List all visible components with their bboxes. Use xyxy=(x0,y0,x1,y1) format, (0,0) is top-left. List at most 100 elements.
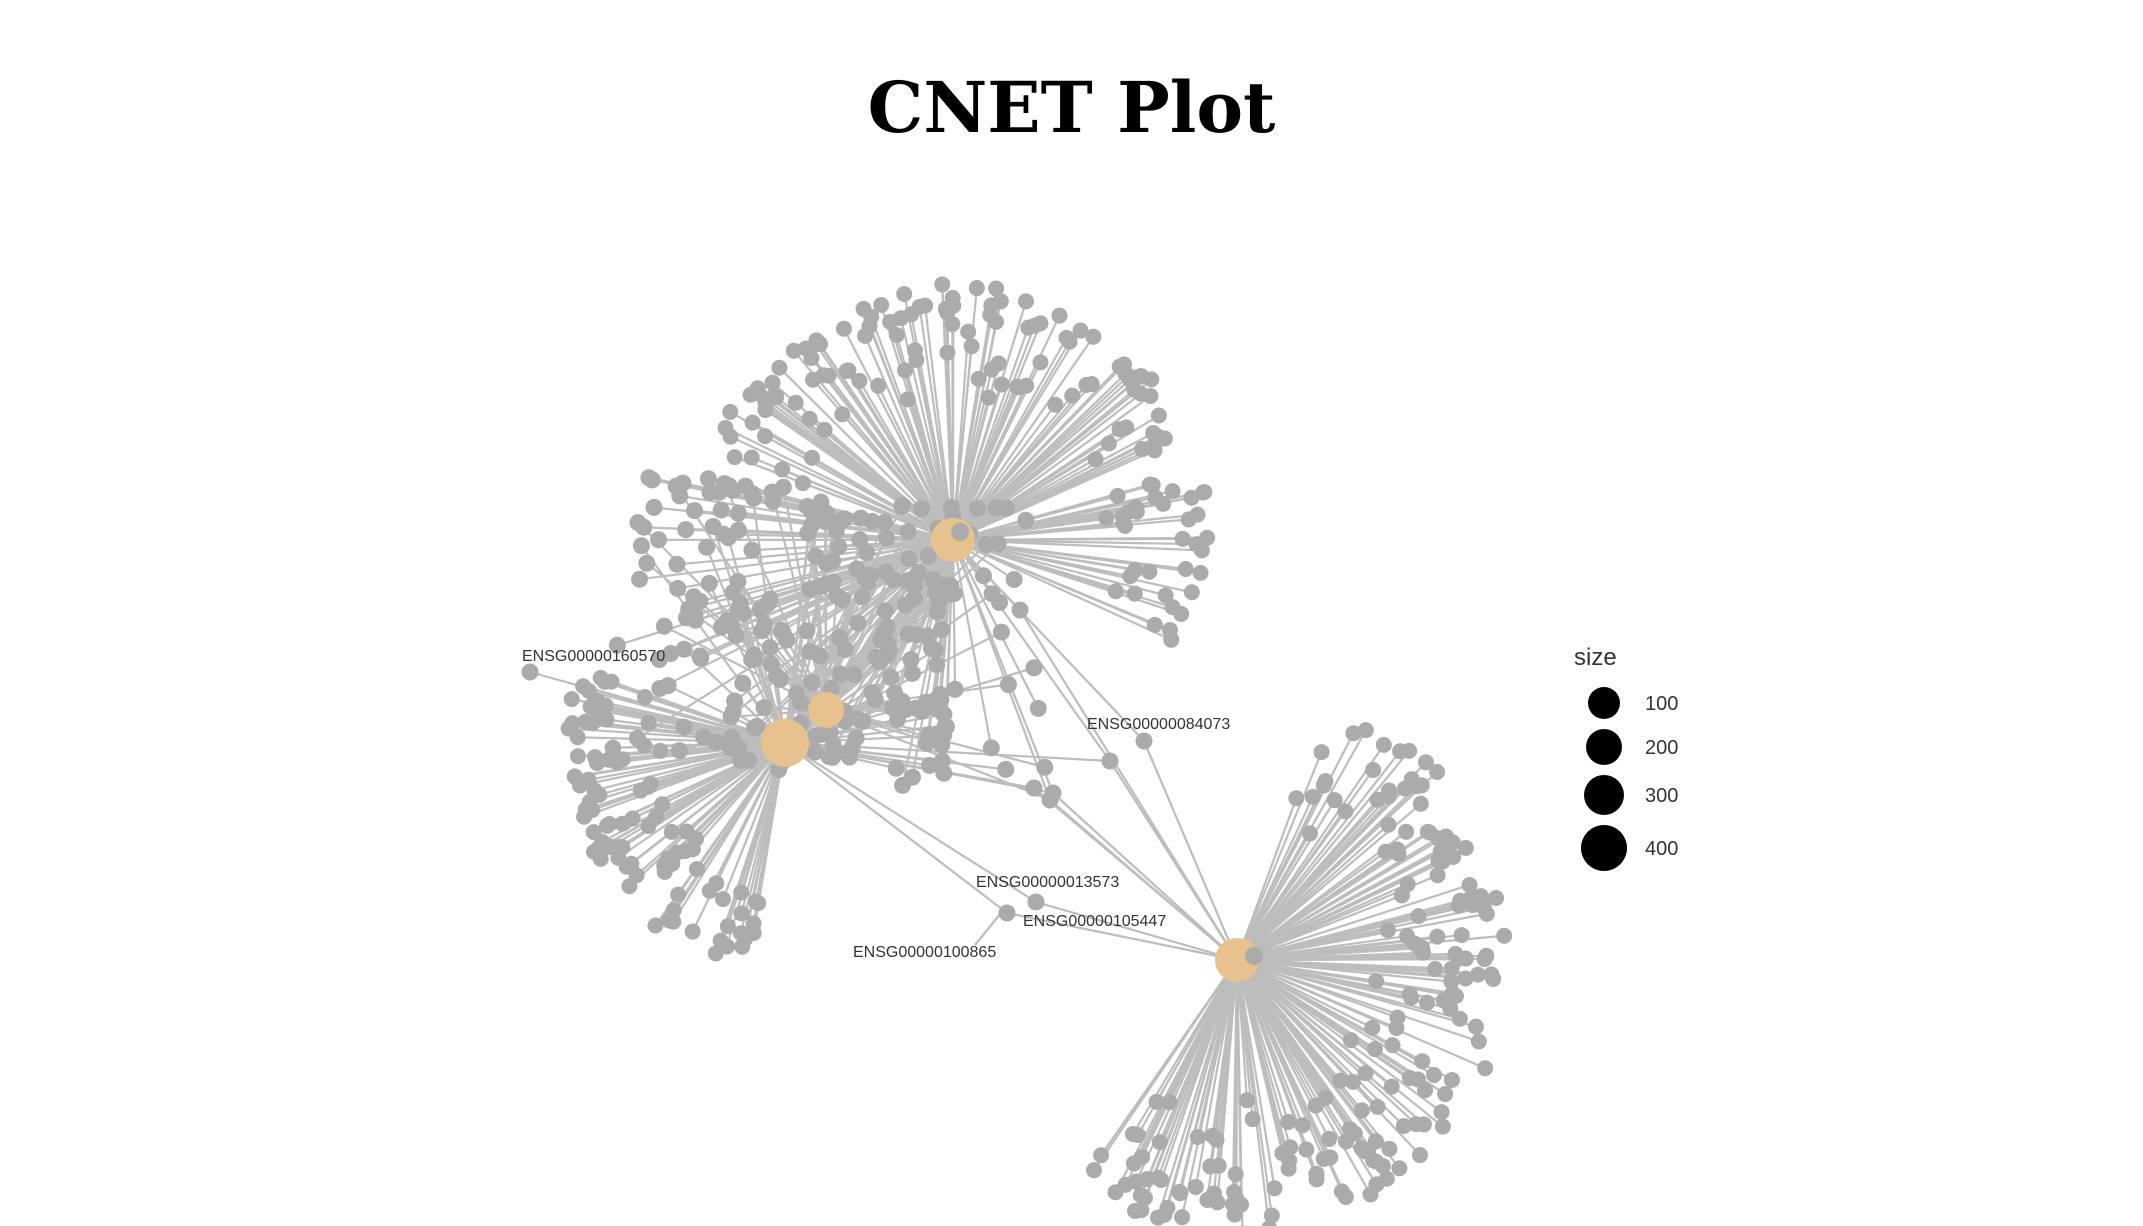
gene-nodes xyxy=(521,276,1513,1226)
gene-node xyxy=(1447,945,1464,962)
edge xyxy=(1236,959,1443,1114)
gene-node xyxy=(764,492,782,510)
gene-node xyxy=(707,945,724,962)
gene-node xyxy=(729,521,747,539)
gene-node xyxy=(586,843,603,860)
gene-node xyxy=(749,380,766,397)
edge xyxy=(841,413,954,541)
gene-node xyxy=(1461,876,1478,893)
gene-node xyxy=(1317,773,1334,790)
edge xyxy=(1006,911,1238,962)
gene-node xyxy=(1282,1139,1299,1156)
gene-node xyxy=(788,685,806,703)
edge xyxy=(1236,959,1421,1156)
gene-node xyxy=(1477,1060,1494,1077)
gene-node xyxy=(670,886,687,903)
gene-node xyxy=(1444,834,1461,851)
edge xyxy=(529,670,786,745)
gene-node xyxy=(982,739,1000,757)
gene-node xyxy=(1064,387,1081,404)
connector-gene-node xyxy=(1135,732,1153,750)
gene-node xyxy=(1437,1086,1454,1103)
gene-node xyxy=(761,639,779,657)
gene-node xyxy=(1313,744,1330,761)
gene-node xyxy=(656,863,673,880)
edge xyxy=(1100,959,1238,1156)
edge xyxy=(1033,787,1238,961)
gene-node xyxy=(614,815,631,832)
connector-gene-node xyxy=(521,663,539,681)
gene-node xyxy=(1017,511,1035,529)
gene-node xyxy=(1239,1092,1256,1109)
gene-node xyxy=(1429,830,1446,847)
edge xyxy=(1236,958,1412,999)
gene-node xyxy=(1374,1158,1391,1175)
edge xyxy=(1236,958,1480,1043)
gene-node xyxy=(662,644,680,662)
edge xyxy=(1236,959,1367,1074)
gene-node xyxy=(1344,1073,1361,1090)
gene-node xyxy=(1017,293,1034,310)
gene-node xyxy=(903,768,921,786)
edge xyxy=(1236,856,1454,961)
gene-node xyxy=(700,574,718,592)
gene-node xyxy=(563,691,580,708)
gene-node xyxy=(753,622,771,640)
gene-node xyxy=(640,714,657,731)
gene-node xyxy=(1470,1033,1487,1050)
gene-node xyxy=(1036,758,1054,776)
gene-node xyxy=(1443,1071,1460,1088)
edge xyxy=(1236,894,1403,962)
gene-node xyxy=(1452,892,1469,909)
edge xyxy=(1236,787,1406,961)
gene-node xyxy=(1171,1183,1188,1200)
gene-node xyxy=(806,743,824,761)
category-node xyxy=(1215,938,1259,982)
edge xyxy=(588,741,786,781)
gene-node xyxy=(838,362,855,379)
gene-node xyxy=(1127,562,1144,579)
gene-node xyxy=(835,320,852,337)
gene-node xyxy=(1128,503,1145,520)
gene-node xyxy=(1121,371,1138,388)
gene-node xyxy=(1380,788,1397,805)
gene-node xyxy=(811,647,829,665)
edge xyxy=(1236,958,1377,983)
gene-node xyxy=(902,651,920,669)
gene-node xyxy=(698,538,716,556)
edge xyxy=(1236,848,1399,961)
gene-node xyxy=(757,400,774,417)
gene-node xyxy=(1111,358,1128,375)
edge xyxy=(1236,906,1485,962)
gene-node xyxy=(867,648,885,666)
gene-node xyxy=(1393,887,1410,904)
gene-node xyxy=(977,536,995,554)
gene-node xyxy=(1427,961,1444,978)
edge xyxy=(577,736,786,745)
gene-node xyxy=(587,749,604,766)
gene-node xyxy=(1304,788,1321,805)
gene-node xyxy=(647,917,664,934)
gene-node xyxy=(1332,1072,1349,1089)
gene-node xyxy=(598,817,615,834)
gene-node xyxy=(1326,792,1343,809)
edge xyxy=(568,727,786,745)
gene-node xyxy=(663,823,680,840)
gene-node xyxy=(1047,396,1064,413)
gene-node xyxy=(1157,587,1174,604)
gene-node xyxy=(1357,722,1374,739)
gene-node xyxy=(933,736,951,754)
gene-node xyxy=(652,742,669,759)
gene-node xyxy=(1005,571,1023,589)
gene-node xyxy=(836,510,854,528)
gene-node xyxy=(1192,564,1209,581)
gene-node xyxy=(861,318,878,335)
gene-node xyxy=(1357,1065,1374,1082)
gene-node xyxy=(1245,947,1263,965)
gene-node xyxy=(758,595,776,613)
gene-node xyxy=(1395,1118,1412,1135)
gene-node xyxy=(963,338,980,355)
gene-node xyxy=(887,759,905,777)
edge xyxy=(1236,795,1390,961)
gene-node xyxy=(857,544,875,562)
